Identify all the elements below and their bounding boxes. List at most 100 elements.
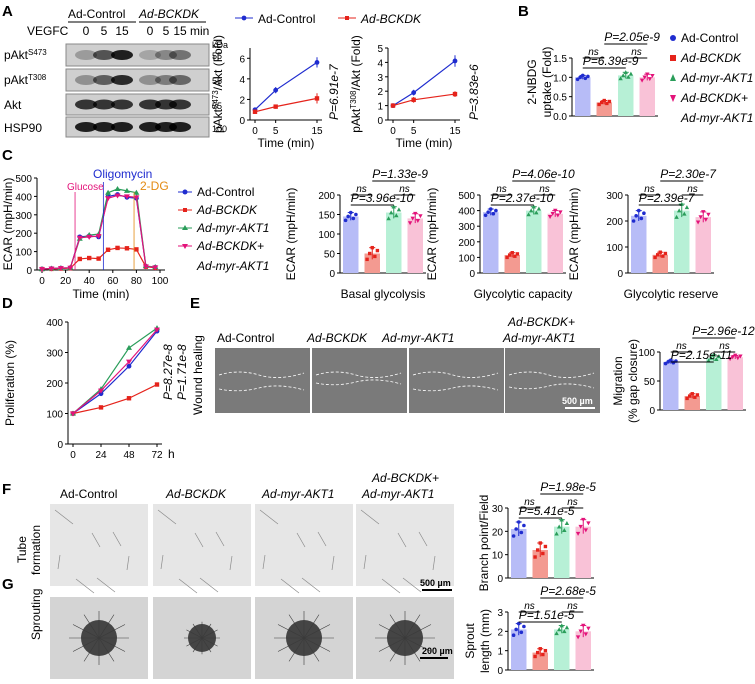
tube-branch xyxy=(331,555,335,571)
dot xyxy=(522,523,526,528)
y-tick-label: 50 xyxy=(324,250,336,261)
bar-0 xyxy=(511,529,527,578)
data-point xyxy=(105,196,112,202)
bar-0 xyxy=(511,629,527,670)
wb-kda-0: 55 xyxy=(212,51,222,61)
dot xyxy=(528,208,534,213)
y-tick-label: 0 xyxy=(649,406,655,417)
wb-band xyxy=(169,75,191,85)
series-line-2 xyxy=(72,327,158,414)
dot xyxy=(583,632,589,637)
y-tick-label: 0.5 xyxy=(553,93,567,104)
dot xyxy=(618,76,623,81)
legend-c-ctrl: Ad-Control xyxy=(197,185,254,199)
data-point xyxy=(126,344,132,350)
ylabel-sup: S473 xyxy=(211,90,220,109)
x-tick-label: 0 xyxy=(390,126,396,137)
wb-group-bckdk: Ad-BCKDK xyxy=(138,7,200,21)
dot xyxy=(407,221,413,226)
dot xyxy=(711,352,716,357)
tube-branch xyxy=(54,509,74,525)
tube-branch xyxy=(432,555,436,571)
dot xyxy=(516,520,521,524)
dot xyxy=(511,534,516,538)
wb-band xyxy=(75,50,97,60)
data-point xyxy=(133,195,140,201)
dot xyxy=(701,210,706,215)
y-tick-label: 100 xyxy=(638,348,655,359)
wb-band xyxy=(111,50,133,60)
wound-image-0 xyxy=(215,348,310,413)
x-tick-label: 15 xyxy=(449,126,461,137)
ns-label: ns xyxy=(539,184,550,195)
sprout xyxy=(277,637,305,652)
x-tick-label: 5 xyxy=(273,126,279,137)
dot xyxy=(543,648,548,653)
legend-c-bckdk: Ad-BCKDK xyxy=(196,203,258,217)
dot xyxy=(663,361,668,366)
tube-branch xyxy=(112,531,122,547)
y-tick-label: 400 xyxy=(458,207,475,218)
g-scale: 200 µm xyxy=(422,646,453,656)
dot xyxy=(538,647,542,651)
pvalue-1: P=2.39e-7 xyxy=(639,191,696,205)
x-tick-label: 0 xyxy=(39,276,45,287)
y-tick-label: 6 xyxy=(239,54,245,65)
pvalue-1: P=2.37e-10 xyxy=(491,191,554,205)
dot xyxy=(370,245,374,250)
dot xyxy=(535,650,540,655)
sprout xyxy=(288,614,305,639)
wound-edge xyxy=(412,385,499,392)
dot xyxy=(586,626,591,631)
bar-1 xyxy=(652,254,668,273)
wb-time-5: 15 xyxy=(173,24,187,38)
chart-c-reserve: 0 100 200 300 ns nsP=2.39e-7 P=2.30e-7 ECAR (mp… xyxy=(567,167,719,301)
dot xyxy=(514,527,518,531)
sprout xyxy=(98,624,126,639)
wound-edge xyxy=(508,371,595,378)
bar-2 xyxy=(554,526,570,578)
dot xyxy=(515,252,520,256)
x-tick-label: 24 xyxy=(95,450,107,461)
legend-c: Ad-Control Ad-BCKDK Ad-myr-AKT1 Ad-BCKDK+ Ad… xyxy=(178,185,269,273)
wb-kda-1: 55 xyxy=(212,76,222,86)
data-point xyxy=(152,265,159,271)
data-point xyxy=(57,266,64,272)
f-col-bckdk: Ad-BCKDK xyxy=(165,487,227,501)
bar-1 xyxy=(504,255,520,273)
sprout xyxy=(404,637,432,652)
dot xyxy=(418,214,423,219)
dot xyxy=(703,217,709,222)
y-tick-label: 4 xyxy=(239,75,245,86)
a2-ylabel: pAktT308/Akt (Fold) xyxy=(349,35,364,133)
data-point xyxy=(48,266,55,272)
x-tick-label: 5 xyxy=(411,126,417,137)
y-tick-label: 150 xyxy=(318,211,335,222)
y-tick-label: 300 xyxy=(15,211,32,222)
bar-2 xyxy=(554,629,570,670)
c2-xlabel: Basal glycolysis xyxy=(341,287,426,301)
dot xyxy=(550,211,555,216)
dot xyxy=(661,254,665,258)
bar-3 xyxy=(575,526,591,578)
dot xyxy=(727,357,733,362)
wb-row-label-3: HSP90 xyxy=(4,121,42,135)
legend-marker xyxy=(241,15,247,21)
wb-band xyxy=(111,122,133,132)
sprout xyxy=(404,637,421,662)
sprout xyxy=(404,614,421,639)
data-point xyxy=(39,267,45,273)
data-point xyxy=(314,60,320,65)
y-tick-label: 100 xyxy=(458,253,475,264)
sprout xyxy=(201,623,212,639)
data-point xyxy=(142,264,149,270)
tube-formation-images xyxy=(50,504,454,594)
x-tick-label: 0 xyxy=(70,450,76,461)
e-scale: 500 µm xyxy=(562,396,593,406)
dot xyxy=(642,211,646,215)
y-tick-label: 0 xyxy=(57,440,63,451)
dot xyxy=(562,527,567,532)
y-tick-label: 400 xyxy=(15,192,32,203)
dot xyxy=(631,219,636,223)
